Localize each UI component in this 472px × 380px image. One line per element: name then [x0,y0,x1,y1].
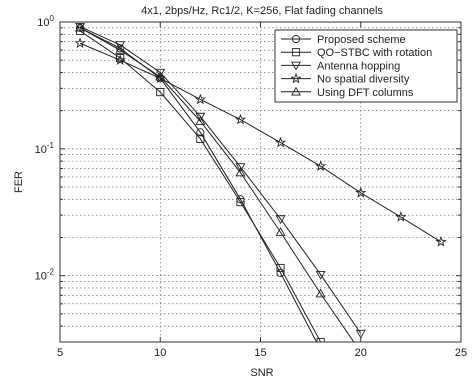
legend-entry: Using DFT columns [281,86,414,99]
data-point [195,116,206,125]
data-point [315,288,326,298]
data-point [115,41,126,51]
data-point [235,163,246,173]
data-point [315,160,327,171]
data-point [276,268,285,278]
x-tick-label: 15 [254,347,266,359]
data-point [196,128,205,137]
legend-label: Using DFT columns [317,87,414,99]
data-point [75,22,86,32]
x-tick-label: 10 [154,347,166,359]
series-line [79,42,442,243]
data-point [275,227,286,236]
series-3 [75,22,366,339]
data-point [115,45,126,54]
legend-label: QO−STBC with rotation [317,47,432,59]
data-point [276,263,285,273]
legend-marker [291,48,301,57]
data-point [114,54,126,65]
legend-box [274,29,458,103]
data-point [317,346,324,353]
legend-entry: Proposed scheme [281,34,406,46]
y-tick-label: 10-2 [35,268,55,283]
legend-entry: Antenna hopping [281,60,400,72]
series-line [79,30,322,342]
legend-marker [291,34,301,44]
data-point [435,235,447,247]
data-point [234,113,247,125]
legend-marker [291,86,301,96]
data-point [315,270,326,280]
data-point [355,186,367,198]
data-point [155,68,166,78]
x-axis-label: SNR [250,367,273,379]
data-point [236,198,245,207]
legend-label: Proposed scheme [317,34,406,46]
chart-title: 4x1, 2bps/Hz, Rc1/2, K=256, Flat fading … [141,5,383,17]
legend-label: Antenna hopping [317,60,400,72]
legend-entry: No spatial diversity [281,72,410,86]
data-point [355,329,366,339]
data-point [274,136,287,148]
x-tick-label: 20 [355,347,367,359]
data-point [74,37,86,49]
series-line [79,27,355,342]
x-tick-label: 25 [455,347,467,359]
data-point [196,134,205,143]
series-4 [74,37,447,247]
series-line [79,26,362,334]
series-5 [75,22,355,342]
axis-ticks: 5 10 15 20 25 100 10-1 10-2 [35,14,468,359]
data-point [235,167,246,177]
series-layer [74,22,447,353]
data-point [275,215,286,225]
legend-marker [290,72,302,84]
legend-marker [291,61,301,71]
x-tick-label: 5 [57,347,63,359]
data-point [194,93,206,105]
y-tick-label: 10-1 [35,141,55,156]
data-point [195,112,206,122]
legend-label: No spatial diversity [317,74,410,86]
y-axis-label: FER [13,171,25,193]
data-point [395,211,407,222]
legend-entry: QO−STBC with rotation [281,47,432,59]
data-point [155,71,166,81]
data-point [156,88,165,97]
y-tick-label: 100 [37,14,54,29]
